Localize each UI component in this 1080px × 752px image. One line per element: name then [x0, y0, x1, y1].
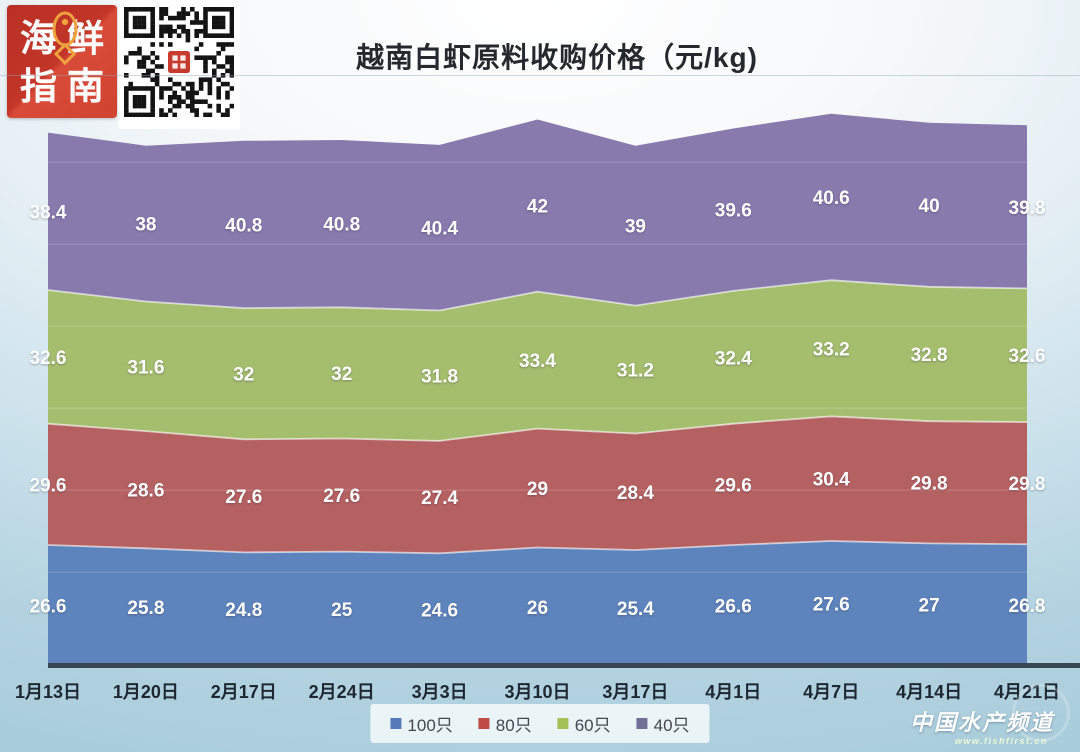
x-axis-label-3: 2月24日 [309, 682, 375, 702]
data-label-100-8: 27.6 [813, 595, 850, 616]
band-boundary [47, 279, 1028, 312]
data-label-40-10: 39.8 [1009, 198, 1046, 219]
x-axis-label-7: 4月1日 [705, 682, 761, 702]
legend-label: 40只 [653, 716, 690, 735]
legend-item-40-zhi: 40只 [636, 711, 690, 736]
data-labels: 26.6 25.8 24.8 25 24.6 26 25.4 26.6 27.6 27 26.8 29… [30, 188, 1046, 622]
data-label-80-10: 29.8 [1009, 474, 1046, 495]
data-label-80-8: 30.4 [813, 470, 850, 491]
legend-label: 80只 [495, 716, 532, 735]
data-label-60-9: 32.8 [911, 345, 948, 366]
area-80-zhi [48, 416, 1027, 554]
data-label-100-4: 24.6 [421, 601, 458, 622]
legend-swatch [557, 718, 569, 729]
watermark-url: www.fishfirst.cn [954, 736, 1048, 746]
data-label-100-6: 25.4 [617, 599, 654, 620]
area-40-zhi [48, 113, 1027, 311]
data-label-80-1: 28.6 [127, 481, 164, 502]
area-100-zhi [48, 541, 1027, 666]
data-label-60-10: 32.6 [1009, 346, 1046, 367]
x-axis-label-0: 1月13日 [15, 682, 81, 702]
title-divider [0, 75, 1080, 76]
x-axis-label-2: 2月17日 [211, 682, 277, 702]
data-label-60-1: 31.6 [127, 357, 164, 378]
data-label-40-1: 38 [135, 215, 156, 236]
legend-label: 100只 [407, 716, 453, 735]
data-label-40-4: 40.4 [421, 219, 458, 240]
data-label-60-3: 32 [331, 364, 352, 385]
data-label-100-2: 24.8 [225, 600, 262, 621]
logo-char-1: 海 [20, 18, 57, 60]
data-label-100-10: 26.8 [1009, 596, 1046, 617]
area-60-zhi [48, 280, 1027, 441]
data-label-100-7: 26.6 [715, 597, 752, 618]
legend-item-100-zhi: 100只 [390, 711, 453, 736]
data-label-100-0: 26.6 [30, 597, 67, 618]
fish-icon [48, 8, 82, 73]
x-axis-label-8: 4月7日 [803, 682, 859, 702]
qr-code-card [118, 0, 240, 129]
logo-char-4: 南 [67, 65, 104, 107]
logo-characters: 海 鲜 指 南 [15, 15, 109, 110]
data-label-60-4: 31.8 [421, 367, 458, 388]
data-label-80-3: 27.6 [323, 486, 360, 507]
band-boundary [47, 415, 1028, 442]
watermark: 中国水产频道 www.fishfirst.cn [909, 684, 1070, 746]
data-label-80-0: 29.6 [30, 475, 67, 496]
chart-title: 越南白虾原料收购价格（元/kg) [356, 42, 758, 73]
data-label-80-4: 27.4 [421, 488, 458, 509]
watermark-title: 中国水产频道 [909, 710, 1054, 735]
data-label-40-6: 39 [625, 217, 646, 238]
data-label-40-9: 40 [919, 196, 940, 217]
legend-swatch [390, 718, 402, 729]
chart-legend: 100只 80只 60只 40只 [370, 704, 710, 743]
data-label-40-0: 38.4 [30, 202, 67, 223]
x-axis-line [48, 663, 1080, 668]
x-axis-label-9: 4月14日 [896, 682, 962, 702]
qr-code [124, 7, 234, 117]
data-label-80-9: 29.8 [911, 473, 948, 494]
data-label-80-6: 28.4 [617, 483, 654, 504]
data-label-60-6: 31.2 [617, 361, 654, 382]
legend-item-60-zhi: 60只 [557, 711, 611, 736]
data-label-40-7: 39.6 [715, 201, 752, 222]
watermark-fish-circle-icon [1012, 684, 1070, 742]
data-label-60-5: 33.4 [519, 351, 556, 372]
legend-item-80-zhi: 80只 [478, 711, 532, 736]
data-label-100-3: 25 [331, 600, 353, 621]
x-axis-label-6: 3月17日 [602, 682, 668, 702]
data-label-40-2: 40.8 [225, 215, 262, 236]
x-axis-labels: 1月13日 1月20日 2月17日 2月24日 3月3日 3月10日 3月17日 4月1日 4月… [15, 682, 1060, 702]
data-label-80-5: 29 [527, 479, 548, 500]
seafood-guide-logo: 海 鲜 指 南 [7, 5, 117, 118]
x-axis-label-5: 3月10日 [504, 682, 570, 702]
x-axis-label-4: 3月3日 [412, 682, 468, 702]
data-label-100-9: 27 [919, 596, 940, 617]
data-label-60-0: 32.6 [30, 348, 67, 369]
data-label-40-5: 42 [527, 197, 548, 218]
data-label-100-5: 26 [527, 598, 548, 619]
data-label-60-2: 32 [233, 365, 254, 386]
data-label-100-1: 25.8 [127, 598, 164, 619]
x-axis-label-1: 1月20日 [113, 682, 179, 702]
data-label-40-8: 40.6 [813, 188, 850, 209]
data-label-40-3: 40.8 [323, 215, 360, 236]
data-label-60-7: 32.4 [715, 348, 752, 369]
band-boundary [47, 540, 1028, 555]
legend-swatch [636, 718, 648, 729]
legend-swatch [478, 718, 490, 729]
data-label-60-8: 33.2 [813, 339, 850, 360]
data-label-80-7: 29.6 [715, 475, 752, 496]
logo-char-3: 指 [20, 65, 57, 107]
legend-label: 60只 [574, 716, 611, 735]
data-label-80-2: 27.6 [225, 487, 262, 508]
